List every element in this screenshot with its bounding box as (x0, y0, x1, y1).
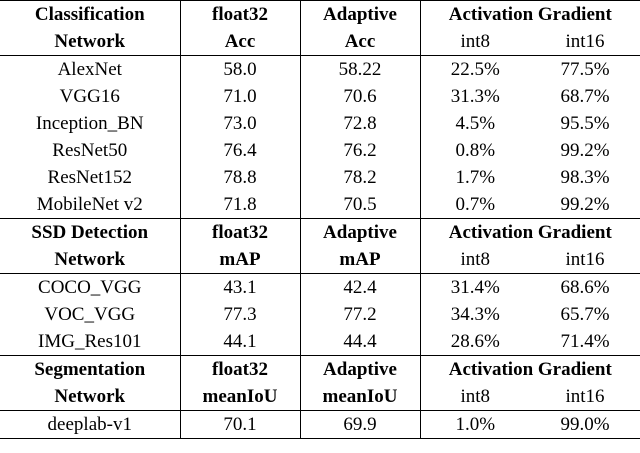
data-cell: 99.2% (560, 140, 610, 161)
header-cell: float32 (180, 218, 301, 246)
data-row: MobileNet v2 71.8 70.5 0.7% 99.2% (0, 191, 640, 219)
header-cell: Network (0, 383, 181, 411)
data-cell: 70.5 (300, 191, 421, 219)
header-row: Segmentation float32 Adaptive Activation Gr… (0, 355, 640, 383)
data-row: Inception_BN 73.0 72.8 4.5% 95.5% (0, 110, 640, 137)
data-cell: ResNet50 (0, 137, 181, 164)
data-cell: 58.0 (180, 55, 301, 83)
header-row: Network meanIoU meanIoU int8 int16 (0, 383, 640, 411)
data-cell: VOC_VGG (0, 301, 181, 328)
data-cell: 95.5% (560, 113, 610, 134)
data-cell: 77.2 (300, 301, 421, 328)
header-cell: Network (0, 246, 181, 274)
data-cell: COCO_VGG (0, 273, 181, 301)
header-cell: Activation Gradient (420, 0, 640, 28)
data-cell: AlexNet (0, 55, 181, 83)
data-row: ResNet50 76.4 76.2 0.8% 99.2% (0, 137, 640, 164)
header-cell: int16 (530, 28, 640, 56)
data-cell: 43.1 (180, 273, 301, 301)
data-cell: 4.5% (455, 113, 496, 134)
data-row: COCO_VGG 43.1 42.4 31.4% 68.6% (0, 273, 640, 301)
data-cell: 42.4 (300, 273, 421, 301)
data-cell: MobileNet v2 (0, 191, 181, 219)
data-cell: 70.6 (300, 83, 421, 110)
data-cell: 71.0 (180, 83, 301, 110)
data-cell: 73.0 (180, 110, 301, 137)
header-cell: Adaptive (300, 0, 421, 28)
data-cell: 31.3% (450, 86, 500, 107)
data-cell: 34.3% (450, 304, 500, 325)
data-row: VOC_VGG 77.3 77.2 34.3% 65.7% (0, 301, 640, 328)
data-row: ResNet152 78.8 78.2 1.7% 98.3% (0, 164, 640, 191)
header-row: Network Acc Acc int8 int16 (0, 28, 640, 56)
header-row: SSD Detection float32 Adaptive Activation G… (0, 218, 640, 246)
data-row: deeplab-v1 70.1 69.9 1.0% 99.0% (0, 410, 640, 439)
header-cell: int8 (420, 28, 530, 56)
data-cell: Inception_BN (0, 110, 181, 137)
header-row: Network mAP mAP int8 int16 (0, 246, 640, 274)
header-cell: Classification (0, 0, 181, 28)
data-cell: ResNet152 (0, 164, 181, 191)
data-cell: 0.8% (455, 140, 496, 161)
header-cell: Adaptive (300, 218, 421, 246)
header-cell: int16 (530, 246, 640, 274)
results-table: Classification float32 Adaptive Activation … (0, 0, 640, 439)
data-cell: 28.6% (450, 331, 500, 352)
data-cell: 65.7% (560, 304, 610, 325)
data-cell: 70.1 (180, 410, 301, 439)
header-cell: int8 (420, 383, 530, 411)
data-cell: 31.4% (450, 277, 500, 298)
data-cell: deeplab-v1 (0, 410, 181, 439)
header-cell: Acc (300, 28, 421, 56)
data-cell: 44.4 (300, 328, 421, 356)
header-cell: mAP (300, 246, 421, 274)
data-cell: 71.4% (560, 331, 610, 352)
data-cell: 76.2 (300, 137, 421, 164)
data-cell: 0.7% (455, 194, 496, 215)
header-cell: Activation Gradient (420, 218, 640, 246)
data-cell: 98.3% (560, 167, 610, 188)
data-cell: 1.7% (455, 167, 496, 188)
data-cell: 58.22 (300, 55, 421, 83)
data-cell: 76.4 (180, 137, 301, 164)
header-cell: Adaptive (300, 355, 421, 383)
header-cell: Activation Gradient (420, 355, 640, 383)
header-cell: Acc (180, 28, 301, 56)
data-row: VGG16 71.0 70.6 31.3% 68.7% (0, 83, 640, 110)
data-cell: 1.0% (420, 410, 530, 439)
header-cell: meanIoU (300, 383, 421, 411)
header-cell: int16 (530, 383, 640, 411)
data-cell: 22.5% (450, 59, 500, 80)
header-cell: float32 (180, 355, 301, 383)
data-cell: 71.8 (180, 191, 301, 219)
data-row: AlexNet 58.0 58.22 22.5% 77.5% (0, 55, 640, 83)
data-cell: IMG_Res101 (0, 328, 181, 356)
header-cell: int8 (420, 246, 530, 274)
header-cell: meanIoU (180, 383, 301, 411)
data-cell: VGG16 (0, 83, 181, 110)
data-cell: 78.8 (180, 164, 301, 191)
data-cell: 78.2 (300, 164, 421, 191)
header-cell: float32 (180, 0, 301, 28)
data-cell: 72.8 (300, 110, 421, 137)
header-cell: Segmentation (0, 355, 181, 383)
data-cell: 99.0% (530, 410, 640, 439)
header-row: Classification float32 Adaptive Activation … (0, 0, 640, 28)
data-cell: 77.5% (560, 59, 610, 80)
data-cell: 68.6% (560, 277, 610, 298)
data-cell: 68.7% (560, 86, 610, 107)
data-cell: 44.1 (180, 328, 301, 356)
data-cell: 77.3 (180, 301, 301, 328)
data-cell: 69.9 (300, 410, 421, 439)
data-row: IMG_Res101 44.1 44.4 28.6% 71.4% (0, 328, 640, 356)
header-cell: mAP (180, 246, 301, 274)
data-cell: 99.2% (560, 194, 610, 215)
header-cell: Network (0, 28, 181, 56)
header-cell: SSD Detection (0, 218, 181, 246)
table-body: Classification float32 Adaptive Activation … (0, 0, 640, 439)
